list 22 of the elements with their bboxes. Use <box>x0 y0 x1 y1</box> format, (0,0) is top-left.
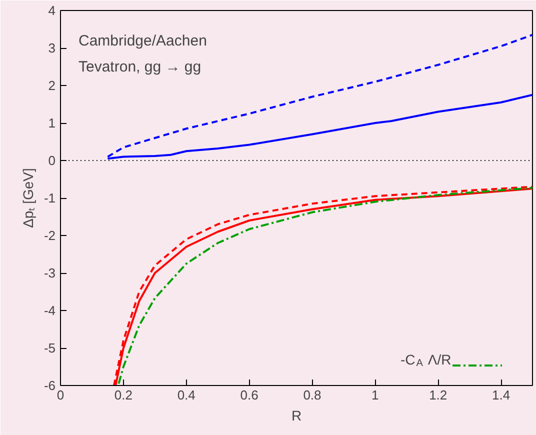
x-tick-label: 1.4 <box>492 388 510 402</box>
y-tick-label: -6 <box>44 378 56 393</box>
y-tick-label: 4 <box>48 3 56 18</box>
y-axis-title: Δpₜ [GeV] <box>20 168 36 228</box>
y-tick-label: -4 <box>44 303 56 318</box>
y-tick-label: -2 <box>44 228 56 243</box>
x-tick-label: 0.8 <box>303 388 322 402</box>
annotation: Tevatron, gg → gg <box>78 58 202 76</box>
x-tick-label: 1.2 <box>429 388 448 402</box>
y-tick-label: -3 <box>44 266 56 280</box>
y-tick-label: -1 <box>44 190 56 206</box>
y-tick-label: -5 <box>44 340 56 356</box>
x-tick-label: 0.6 <box>240 388 258 402</box>
x-tick-label: 0.4 <box>177 388 196 402</box>
y-tick-label: 0 <box>48 153 56 168</box>
y-tick-label: 3 <box>48 40 56 56</box>
x-tick-label: 1 <box>372 388 379 402</box>
y-tick-label: 2 <box>48 78 56 93</box>
annotation: Cambridge/Aachen <box>78 32 207 50</box>
y-tick-label: 1 <box>48 116 56 130</box>
x-axis-title: R <box>291 408 302 424</box>
x-tick-label: 0.2 <box>114 388 132 402</box>
